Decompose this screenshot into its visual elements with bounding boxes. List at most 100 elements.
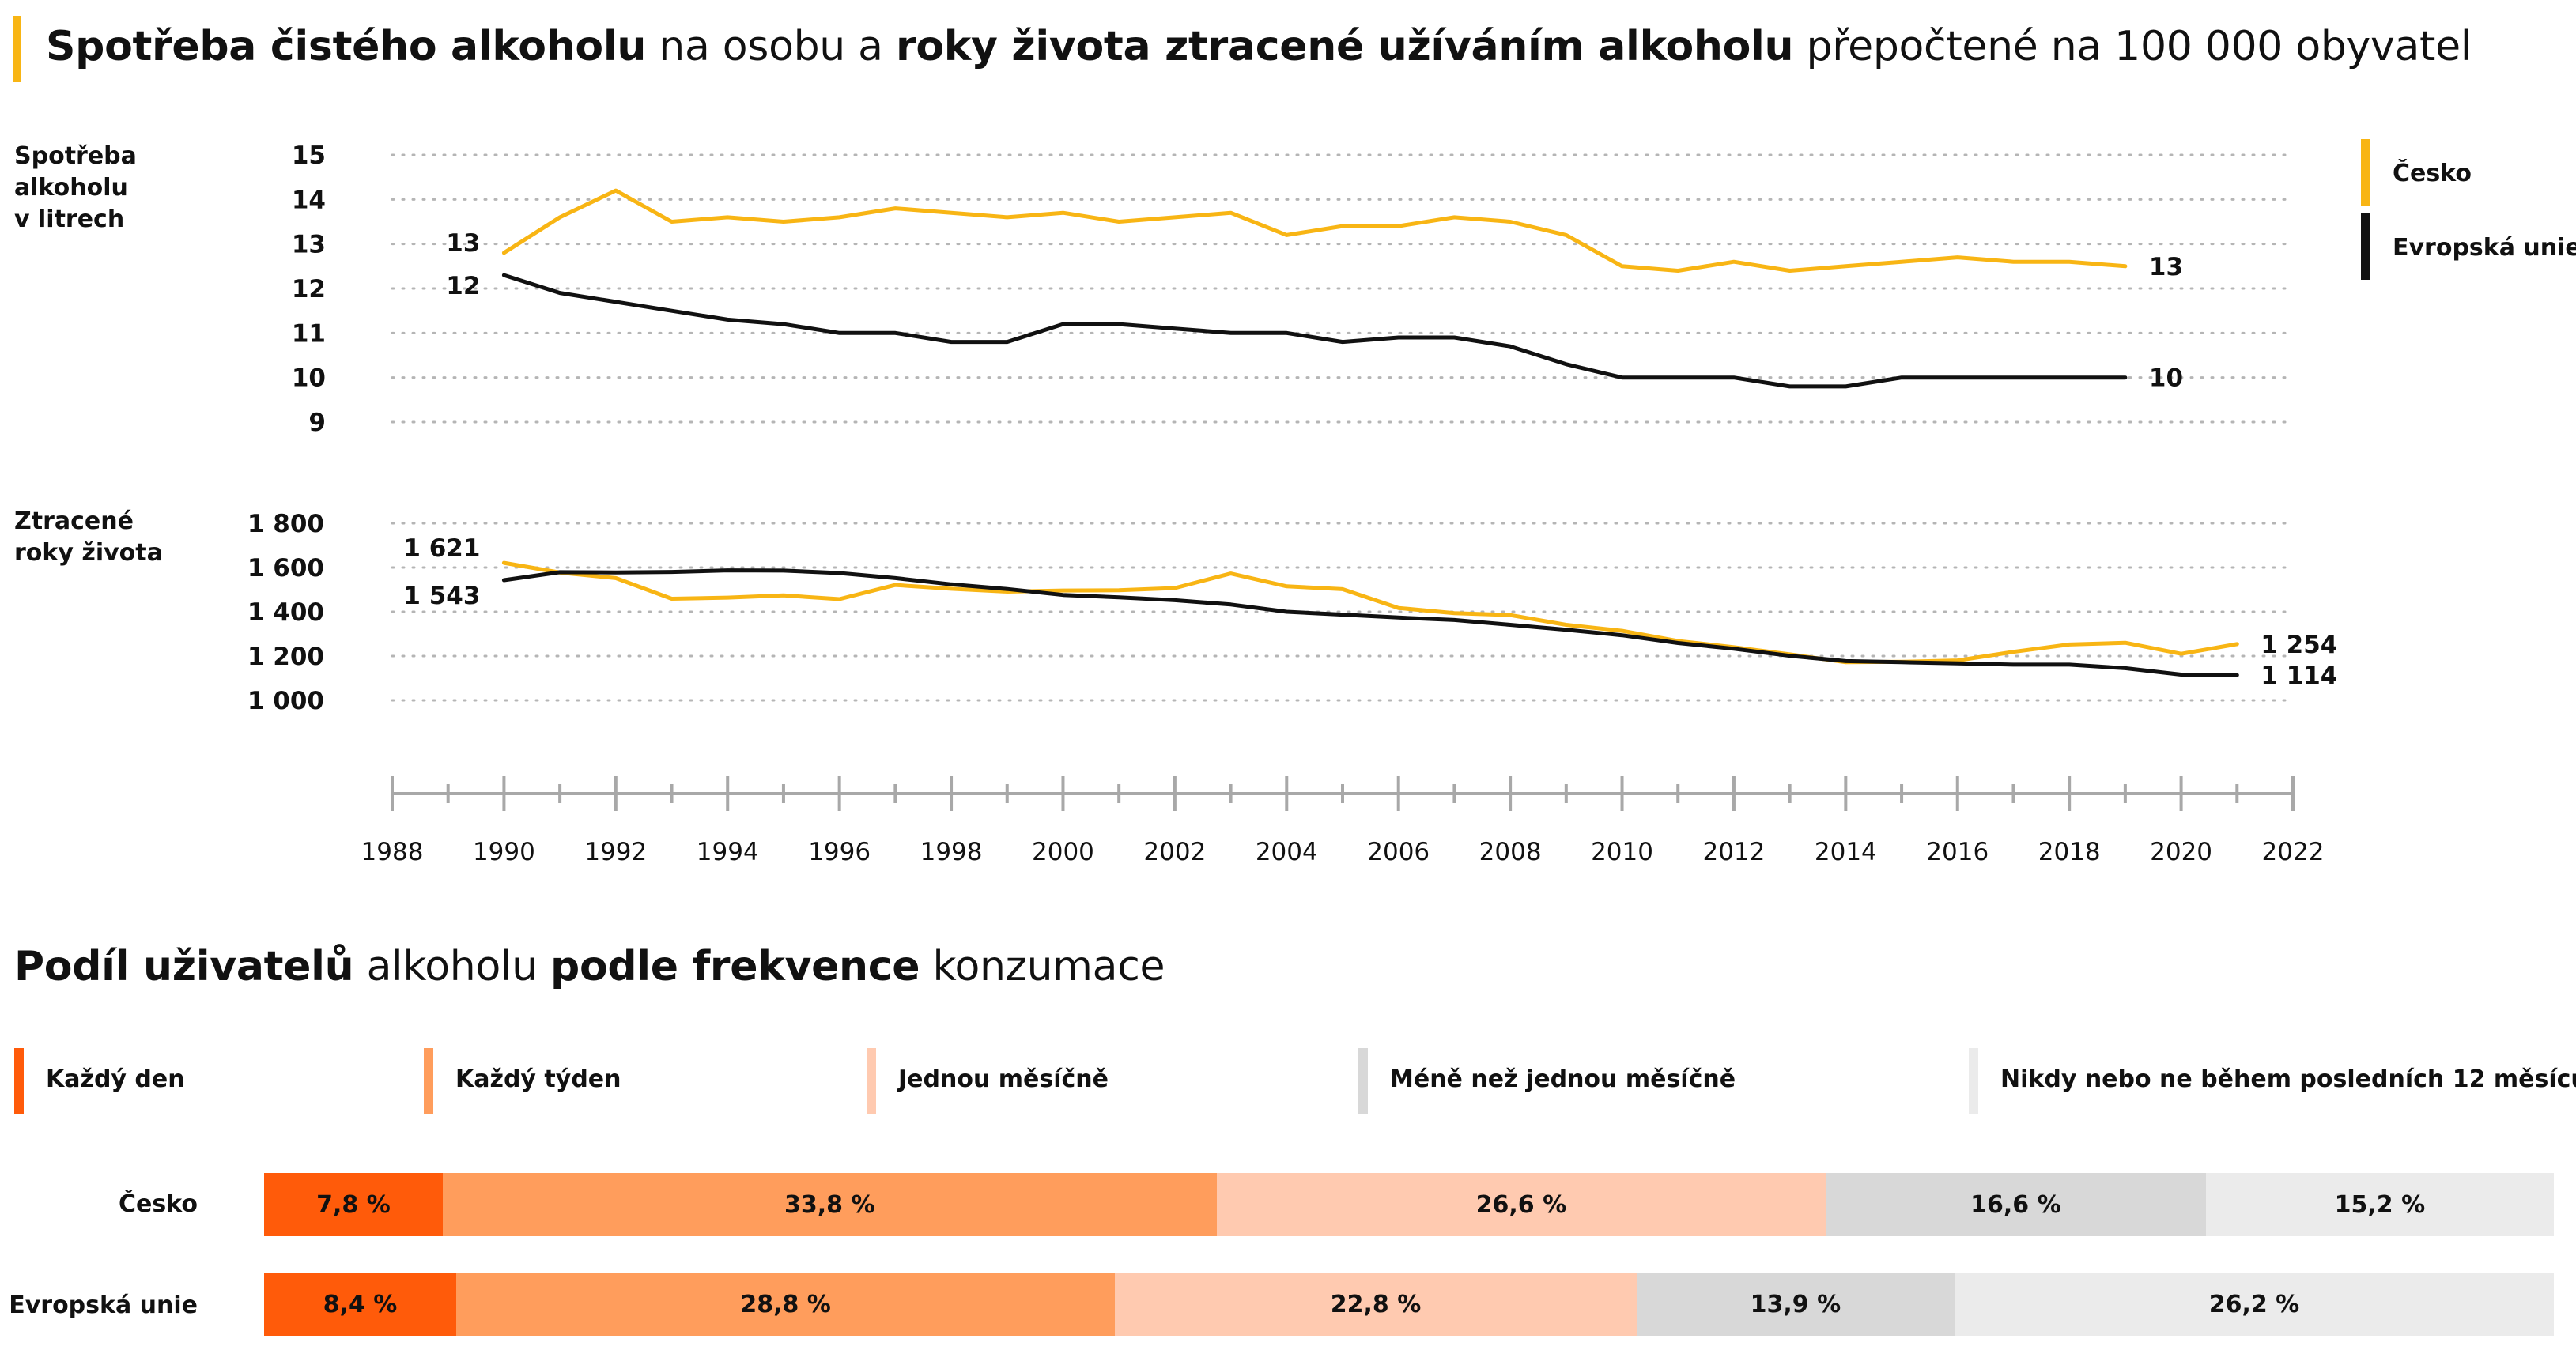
- consumption-y-tick-label: 12: [292, 275, 326, 304]
- x-tick-label: 2016: [1926, 838, 1989, 866]
- x-tick-label: 2006: [1367, 838, 1430, 866]
- bar-row-cz: 7,8 % 33,8 % 26,6 % 16,6 % 15,2 %: [264, 1173, 2554, 1236]
- bar-segment-label: 16,6 %: [1970, 1190, 2061, 1219]
- legend-daily-label: Každý den: [46, 1065, 185, 1093]
- bar-segment-weekly: 33,8 %: [442, 1173, 1217, 1236]
- x-tick-label: 1994: [697, 838, 759, 866]
- consumption-end-label-eu: 10: [2149, 364, 2183, 393]
- bar-segment-label: 13,9 %: [1750, 1290, 1841, 1318]
- grid-layer: [391, 153, 2295, 702]
- bar-segment-never: 15,2 %: [2205, 1173, 2554, 1236]
- consumption-series-cz: [501, 188, 2128, 273]
- bar-segment-monthly: 22,8 %: [1115, 1273, 1637, 1336]
- lost-years-end-label-eu: 1 114: [2261, 662, 2337, 690]
- x-tick-label: 2008: [1479, 838, 1542, 866]
- x-tick-label: 2018: [2038, 838, 2101, 866]
- x-tick-label: 2000: [1032, 838, 1094, 866]
- x-tick-label: 2014: [1815, 838, 1877, 866]
- y-tick-labels: 15 14 13 12 11 10 9 1 800 1 600 1 400 1 200 1 000: [247, 141, 326, 715]
- bar-segment-label: 26,2 %: [2208, 1290, 2300, 1318]
- bar-segment-label: 28,8 %: [740, 1290, 831, 1318]
- consumption-axis-label-line1: Spotřeba: [14, 142, 137, 170]
- lost-years-y-tick-label: 1 800: [247, 510, 324, 538]
- series-layer: [501, 188, 2239, 677]
- lost-years-end-label-cz: 1 254: [2261, 631, 2337, 659]
- top-title-accent: [13, 16, 21, 82]
- bar-segment-daily: 8,4 %: [264, 1273, 457, 1336]
- lost-years-y-tick-label: 1 400: [247, 598, 324, 627]
- end-labels: 13 13 12 10 1 621 1 254 1 543 1 114: [403, 229, 2337, 690]
- legend-never-label: Nikdy nebo ne během posledních 12 měsíců: [2000, 1065, 2576, 1093]
- consumption-axis-label: Spotřeba alkoholu v litrech: [14, 141, 137, 236]
- bar-segment-label: 22,8 %: [1330, 1290, 1422, 1318]
- bar-row-eu: 8,4 % 28,8 % 22,8 % 13,9 % 26,2 %: [264, 1273, 2554, 1336]
- consumption-series-eu: [501, 273, 2128, 389]
- legend-weekly-swatch: [424, 1048, 433, 1114]
- consumption-y-tick-label: 14: [292, 186, 326, 214]
- x-tick-label: 2004: [1256, 838, 1318, 866]
- lost-years-start-label-cz: 1 621: [403, 534, 480, 563]
- top-title-part1: Spotřeba čistého alkoholu: [46, 23, 647, 70]
- legend-eu-label: Evropská unie: [2393, 234, 2576, 262]
- bottom-title-part2: alkoholu: [353, 943, 551, 990]
- x-tick-label: 1996: [808, 838, 871, 866]
- top-title-part4: přepočtené na 100 000 obyvatel: [1793, 23, 2472, 70]
- lost-years-y-tick-label: 1 000: [247, 687, 324, 715]
- top-title-part3: roky života ztracené užíváním alkoholu: [895, 23, 1794, 70]
- lost-years-series-cz: [501, 560, 2239, 665]
- bar-segment-label: 7,8 %: [316, 1190, 391, 1219]
- lost-years-axis-label-line1: Ztracené: [14, 507, 134, 535]
- bar-segment-never: 26,2 %: [1954, 1273, 2554, 1336]
- consumption-end-label-cz: 13: [2149, 253, 2183, 281]
- bottom-title-part1: Podíl uživatelů: [14, 943, 354, 990]
- lost-years-axis-label: Ztracené roky života: [14, 506, 163, 569]
- bar-segment-monthly: 26,6 %: [1216, 1173, 1826, 1236]
- top-title-part2: na osobu a: [646, 23, 896, 70]
- bar-segment-label: 26,6 %: [1475, 1190, 1567, 1219]
- legend-cz-label: Česko: [2393, 160, 2472, 187]
- legend-less-monthly-swatch: [1358, 1048, 1368, 1114]
- x-tick-label: 2002: [1143, 838, 1206, 866]
- lost-years-y-tick-label: 1 200: [247, 643, 324, 671]
- bar-segment-less-monthly: 13,9 %: [1636, 1273, 1955, 1336]
- bottom-title-part4: konzumace: [920, 943, 1165, 990]
- consumption-start-label-cz: 13: [446, 229, 480, 258]
- legend-weekly-label: Každý týden: [455, 1065, 621, 1093]
- bar-segment-daily: 7,8 %: [264, 1173, 443, 1236]
- bar-segment-weekly: 28,8 %: [456, 1273, 1116, 1336]
- bottom-title-part3: podle frekvence: [550, 943, 920, 990]
- bar-segment-label: 15,2 %: [2334, 1190, 2426, 1219]
- consumption-y-tick-label: 9: [308, 409, 326, 437]
- consumption-axis-label-line2: alkoholu: [14, 174, 128, 202]
- lost-years-y-tick-label: 1 600: [247, 554, 324, 583]
- x-tick-label: 2010: [1591, 838, 1653, 866]
- lost-years-axis-label-line2: roky života: [14, 539, 163, 567]
- consumption-y-tick-label: 13: [292, 231, 326, 259]
- bar-segment-label: 33,8 %: [784, 1190, 875, 1219]
- lost-years-series-eu: [501, 568, 2239, 677]
- consumption-start-label-eu: 12: [446, 272, 480, 300]
- legend-monthly-label: Jednou měsíčně: [898, 1065, 1109, 1093]
- x-tick-label: 1990: [473, 838, 535, 866]
- bar-segment-less-monthly: 16,6 %: [1826, 1173, 2206, 1236]
- consumption-y-tick-label: 15: [292, 141, 326, 170]
- bar-row-label-eu: Evropská unie: [9, 1292, 198, 1319]
- x-tick-label: 2012: [1702, 838, 1765, 866]
- legend-eu-swatch: [2361, 213, 2370, 280]
- top-chart-title: Spotřeba čistého alkoholu na osobu a rok…: [46, 22, 2472, 71]
- legend-monthly-swatch: [867, 1048, 876, 1114]
- bar-row-label-cz: Česko: [119, 1190, 198, 1218]
- x-tick-label: 1998: [920, 838, 983, 866]
- line-charts: 15 14 13 12 11 10 9 1 800 1 600 1 400 1 200 1 000 1…: [247, 141, 2337, 866]
- lost-years-start-label-eu: 1 543: [403, 582, 480, 610]
- bottom-chart-title: Podíl uživatelů alkoholu podle frekvence…: [14, 942, 1165, 991]
- x-tick-label: 1992: [584, 838, 647, 866]
- x-tick-label: 2022: [2262, 838, 2325, 866]
- consumption-y-tick-label: 11: [292, 319, 326, 348]
- x-axis: 1988 1990 1992 1994 1996 1998 2000 2002 2004 2006…: [361, 776, 2325, 866]
- legend-never-swatch: [1969, 1048, 1978, 1114]
- legend-daily-swatch: [14, 1048, 24, 1114]
- x-tick-label: 1988: [361, 838, 424, 866]
- consumption-axis-label-line3: v litrech: [14, 206, 125, 233]
- bar-segment-label: 8,4 %: [323, 1290, 398, 1318]
